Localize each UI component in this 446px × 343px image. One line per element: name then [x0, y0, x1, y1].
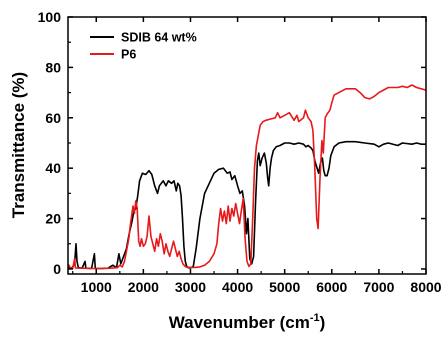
legend-label-sdib: SDIB 64 wt% — [121, 31, 197, 45]
x-tick-label: 6000 — [316, 279, 347, 295]
series-layer — [67, 84, 427, 270]
y-tick-label: 80 — [45, 59, 61, 75]
x-axis-ticks: 1000 2000 3000 4000 5000 6000 7000 8000 — [72, 17, 442, 295]
x-tick-label: 2000 — [128, 279, 159, 295]
x-tick-label: 8000 — [410, 279, 441, 295]
x-axis-title: Wavenumber (cm-1) — [169, 312, 326, 332]
plot-frame — [67, 16, 427, 275]
y-tick-label: 20 — [45, 211, 61, 227]
x-axis-title-main: Wavenumber (cm — [169, 313, 310, 332]
x-tick-label: 1000 — [81, 279, 112, 295]
y-axis-ticks: 0 20 40 60 80 100 — [38, 9, 426, 277]
series-line-0 — [67, 140, 426, 270]
series-line-1 — [67, 84, 427, 270]
y-tick-label: 100 — [38, 9, 62, 25]
y-tick-label: 60 — [45, 110, 61, 126]
y-tick-label: 0 — [53, 261, 61, 277]
x-axis-title-close: ) — [320, 313, 326, 332]
legend: SDIB 64 wt% P6 — [90, 31, 197, 62]
x-tick-label: 3000 — [175, 279, 206, 295]
y-axis-title: Transmittance (%) — [9, 72, 28, 218]
legend-label-p6: P6 — [121, 48, 136, 62]
x-axis-title-sup: -1 — [310, 312, 320, 324]
x-tick-label: 5000 — [269, 279, 300, 295]
y-tick-label: 40 — [45, 160, 61, 176]
x-tick-label: 4000 — [222, 279, 253, 295]
x-tick-label: 7000 — [363, 279, 394, 295]
